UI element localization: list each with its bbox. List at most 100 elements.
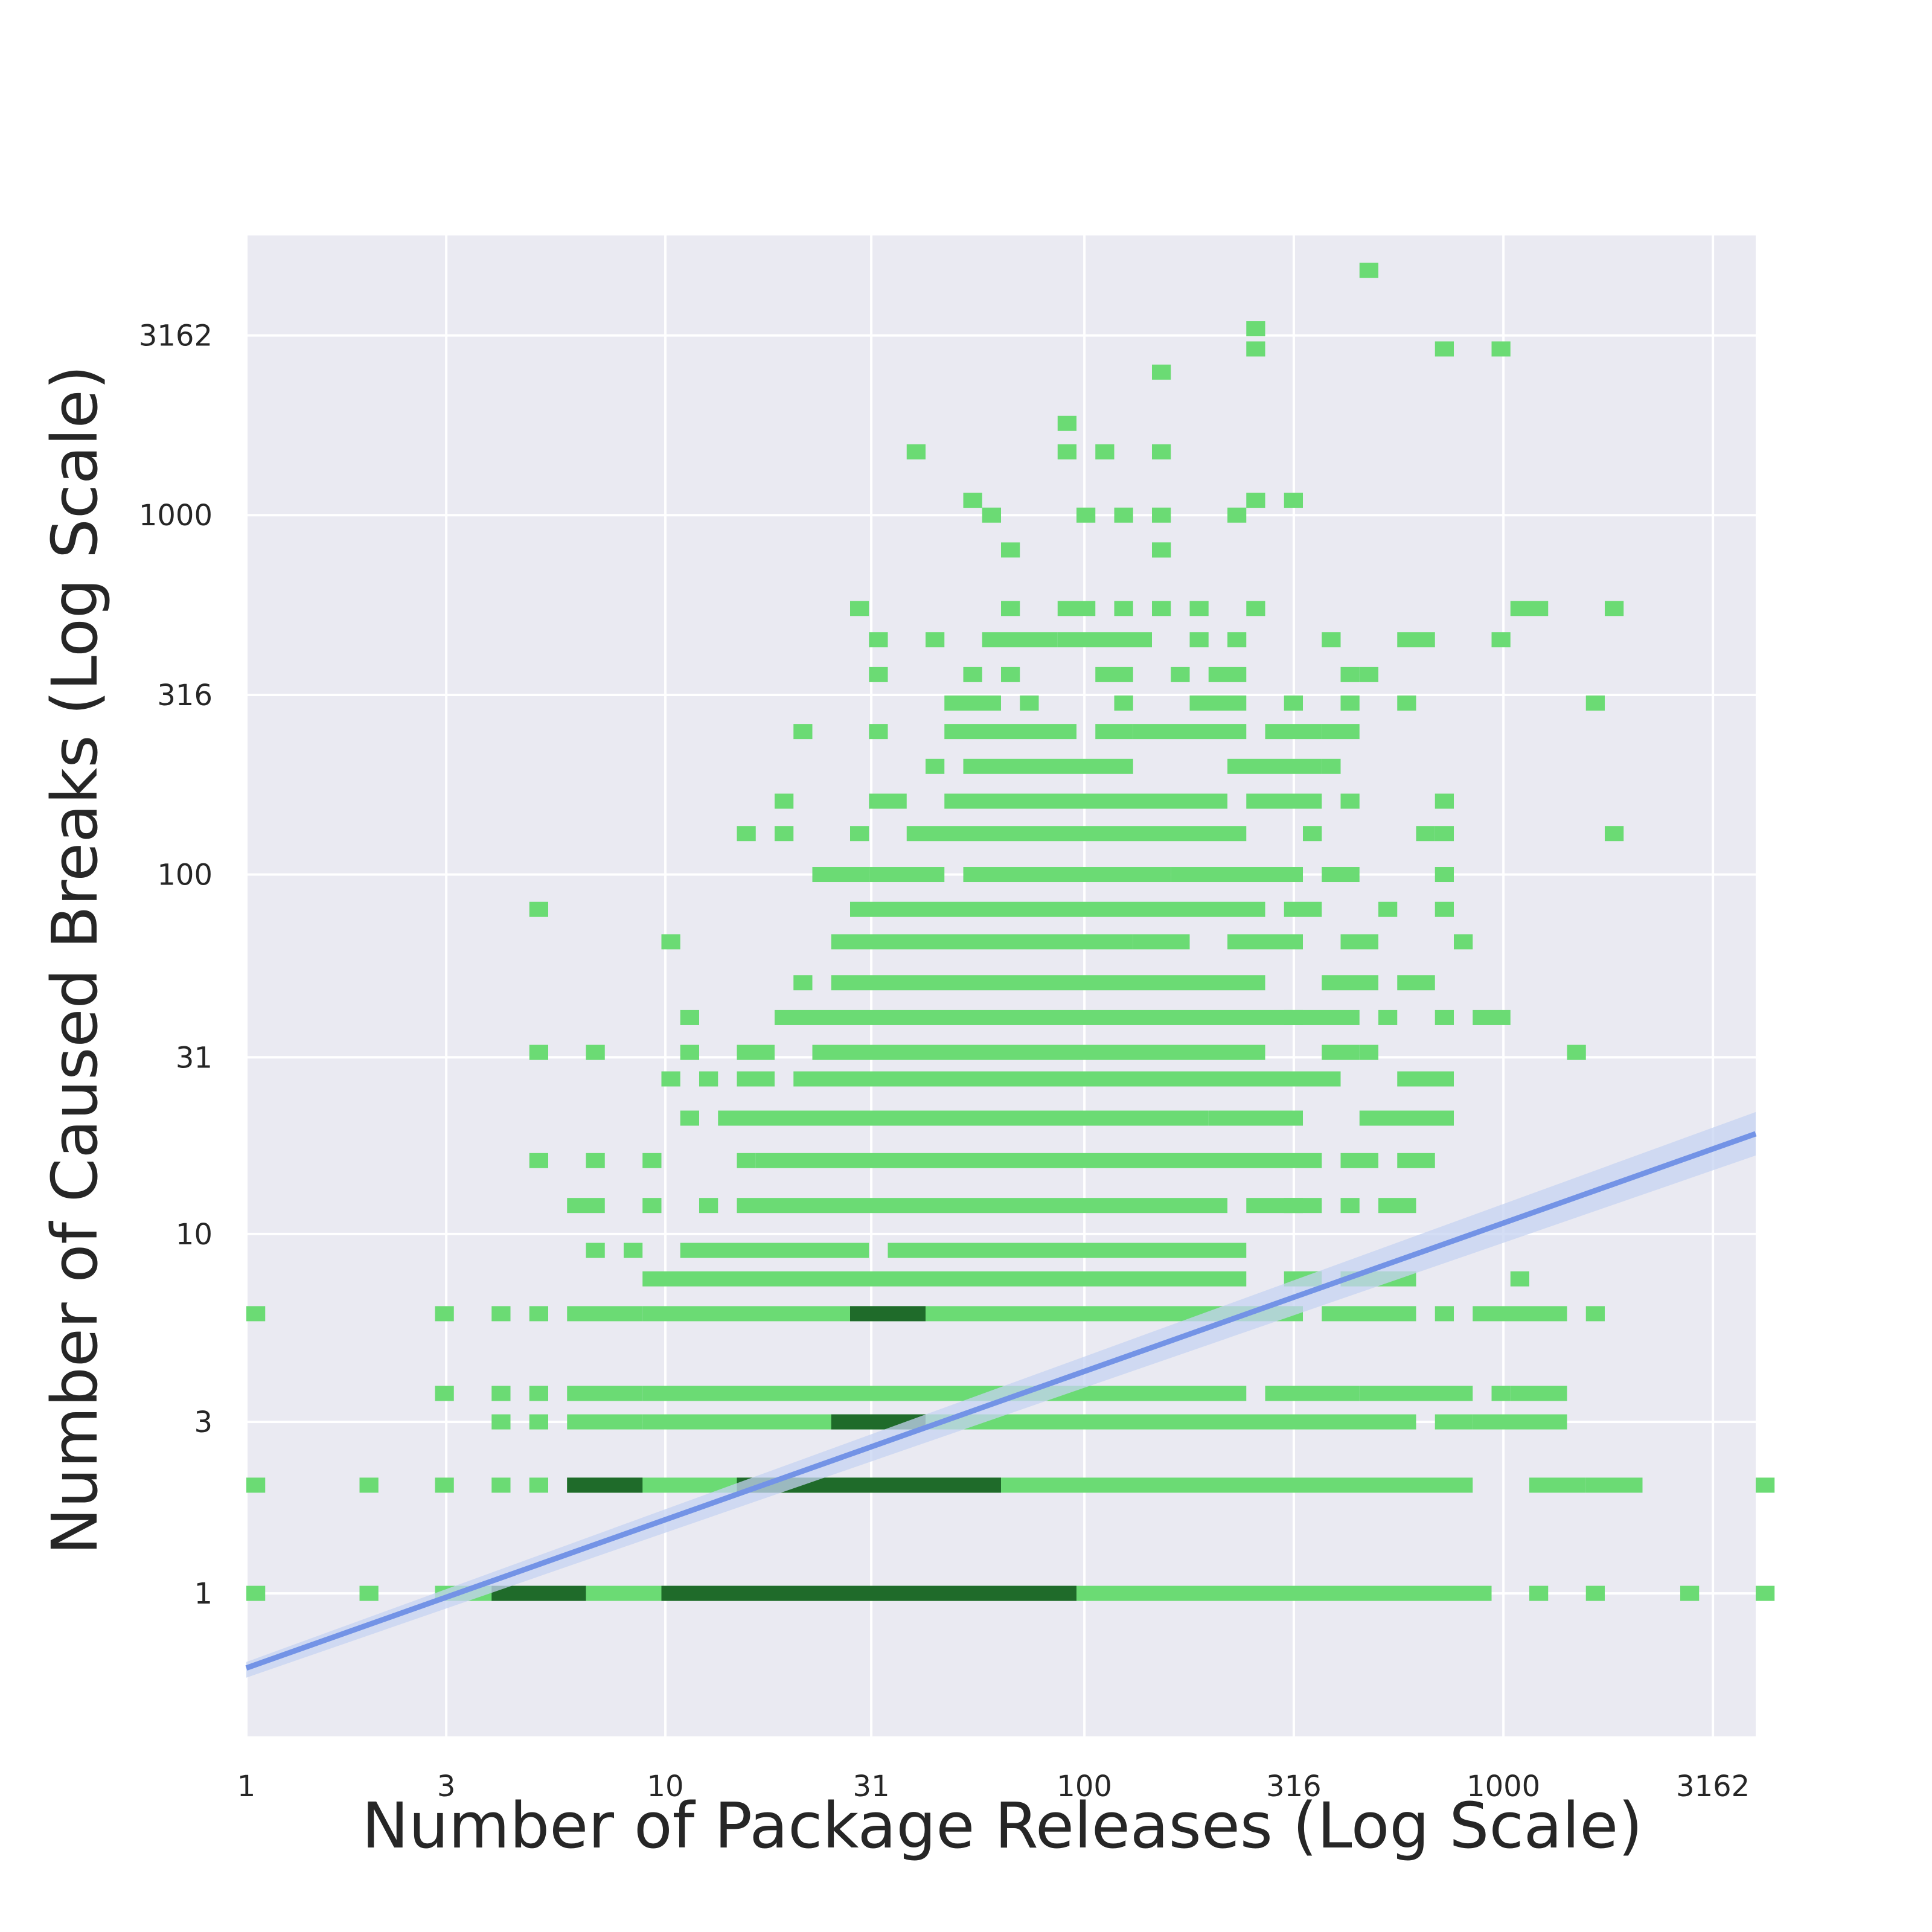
regression: [245, 1112, 1757, 1678]
histogram-bin: [567, 1198, 605, 1214]
histogram-bin: [1322, 1044, 1360, 1060]
histogram-bin: [869, 667, 888, 682]
histogram-bin: [926, 632, 945, 648]
histogram-bin: [850, 601, 869, 616]
histogram-bin: [718, 1110, 1209, 1126]
histogram-bin: [1057, 444, 1076, 459]
histogram-bin: [831, 934, 1133, 950]
histogram-bins: [246, 263, 1775, 1601]
x-tick-label: 3: [437, 1770, 456, 1803]
histogram-bin: [737, 826, 756, 842]
histogram-bin: [1567, 1044, 1586, 1060]
histogram-bin: [680, 1044, 699, 1060]
histogram-bin: [567, 1414, 643, 1430]
histogram-bin: [1152, 364, 1171, 380]
histogram-bin: [737, 1243, 869, 1258]
histogram-bin: [1340, 1198, 1360, 1214]
histogram-bin: [1227, 867, 1303, 883]
histogram-bin: [1491, 341, 1511, 357]
histogram-bin: [1020, 695, 1039, 711]
histogram-bin: [1114, 695, 1133, 711]
histogram-bin: [642, 1153, 662, 1168]
histogram-bin: [1171, 667, 1190, 682]
histogram-bin: [586, 1044, 605, 1060]
histogram-bin: [1378, 1306, 1416, 1322]
histogram-bin: [1208, 667, 1247, 682]
histogram-bin: [1510, 601, 1549, 616]
histogram-bin: [567, 1477, 1473, 1493]
x-tick-label: 316: [1266, 1770, 1322, 1803]
histogram-bin: [737, 1044, 775, 1060]
histogram-bin-dense: [661, 1585, 1076, 1601]
histogram-bin: [963, 493, 982, 508]
histogram-bin: [1114, 601, 1133, 616]
histogram-bin: [1076, 601, 1096, 616]
histogram-bin: [1227, 934, 1303, 950]
histogram-bin: [1133, 934, 1190, 950]
histogram-bin: [359, 1477, 379, 1493]
histogram-bin: [1340, 934, 1378, 950]
histogram-bin: [1284, 1009, 1341, 1025]
histogram-bin: [1284, 1198, 1322, 1214]
y-axis-ticks: 1 3 10 31 100 316 1000 3162: [139, 319, 213, 1611]
histogram-bin: [737, 1198, 1227, 1214]
histogram-bin: [1397, 695, 1416, 711]
histogram-bin: [1189, 632, 1209, 648]
histogram-bin: [1322, 975, 1378, 991]
histogram-bin: [1756, 1585, 1775, 1601]
histogram-bin: [586, 1243, 605, 1258]
histogram-bin: [1454, 934, 1473, 950]
histogram-bin: [491, 1306, 511, 1322]
histogram-bin: [642, 1386, 1247, 1401]
histogram-bin: [529, 901, 548, 917]
histogram-bin: [1435, 1009, 1454, 1025]
histogram-bin: [1001, 667, 1020, 682]
histogram-bin: [1340, 1153, 1378, 1168]
histogram-bin: [1152, 601, 1171, 616]
histogram-bin: [869, 632, 888, 648]
histogram-bin: [1397, 1071, 1454, 1087]
histogram-bin: [812, 867, 869, 883]
histogram-bin: [1359, 1110, 1454, 1126]
histogram-bin: [567, 1386, 586, 1401]
histogram-bin: [1359, 1386, 1473, 1401]
histogram-bin: [246, 1477, 266, 1493]
histogram-bin: [246, 1306, 266, 1322]
histogram-bin: [1114, 507, 1133, 523]
histogram-bin: [1303, 826, 1322, 842]
histogram-bin: [869, 793, 907, 809]
histogram-bin: [1340, 1009, 1360, 1025]
histogram-bin: [963, 758, 1133, 774]
histogram-bin: [944, 724, 1001, 740]
histogram-bin: [586, 1153, 605, 1168]
histogram-bin: [1284, 695, 1303, 711]
x-tick-label: 3162: [1676, 1770, 1750, 1803]
histogram-bin: [529, 1306, 548, 1322]
y-tick-label: 100: [157, 859, 213, 892]
regression-line: [245, 1131, 1757, 1671]
histogram-bin: [793, 724, 813, 740]
y-tick-label: 1000: [139, 499, 213, 533]
histogram-bin: [850, 826, 869, 842]
histogram-bin: [1491, 1386, 1511, 1401]
histogram-bin: [1227, 758, 1322, 774]
histogram-bin: [529, 1414, 548, 1430]
histogram-bin: [1095, 724, 1133, 740]
histogram-bin: [1246, 341, 1265, 357]
histogram-bin: [1227, 975, 1265, 991]
histogram-bin: [1076, 632, 1152, 648]
histogram-bin: [1076, 507, 1096, 523]
histogram-bin: [567, 1306, 643, 1322]
histogram-bin: [1057, 601, 1076, 616]
histogram-bin: [491, 1477, 511, 1493]
histogram-bin: [1435, 901, 1454, 917]
x-tick-label: 31: [853, 1770, 890, 1803]
histogram-bin: [1359, 1044, 1378, 1060]
y-axis-label: Number of Caused Breaks (Log Scale): [38, 365, 112, 1555]
histogram-bin: [1585, 1306, 1605, 1322]
histogram-bin: [529, 1477, 548, 1493]
histogram-bin: [963, 695, 1001, 711]
histogram-bin: [435, 1386, 454, 1401]
histogram-bin: [869, 867, 945, 883]
histogram-bin: [1397, 632, 1416, 648]
